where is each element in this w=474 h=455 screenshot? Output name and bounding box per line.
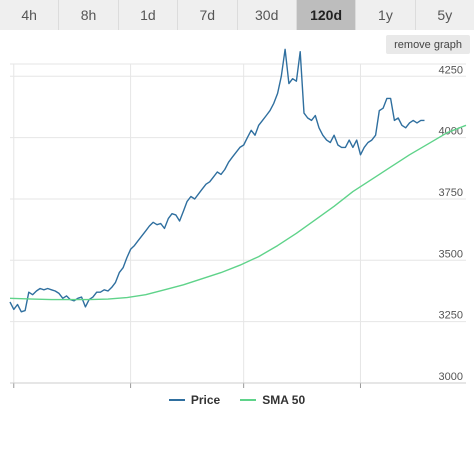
tab-8h[interactable]: 8h (59, 0, 119, 30)
price-series-line (9, 48, 425, 313)
timeframe-tabs: 4h 8h 1d 7d 30d 120d 1y 5y (0, 0, 474, 30)
price-chart: 300032503500375040004250Aug '25Sep '25Oc… (9, 48, 467, 388)
sma-swatch (240, 399, 257, 401)
y-tick-label: 3500 (439, 248, 463, 260)
tab-5y[interactable]: 5y (415, 0, 474, 30)
legend-label-sma: SMA 50 (262, 393, 306, 407)
price-swatch (168, 399, 185, 401)
y-tick-label: 3250 (439, 310, 463, 322)
tab-1y[interactable]: 1y (356, 0, 416, 30)
legend-item-price[interactable]: Price (168, 393, 221, 407)
tab-120d[interactable]: 120d (296, 0, 357, 30)
sma-series-line (9, 124, 467, 301)
tab-1d[interactable]: 1d (118, 0, 179, 30)
chart-legend: Price SMA 50 (0, 393, 474, 407)
tab-30d[interactable]: 30d (237, 0, 297, 30)
tab-7d[interactable]: 7d (178, 0, 238, 30)
legend-item-sma[interactable]: SMA 50 (240, 393, 305, 407)
legend-label-price: Price (190, 393, 221, 407)
tab-4h[interactable]: 4h (0, 0, 60, 30)
y-tick-label: 3750 (439, 187, 463, 199)
remove-graph-button[interactable]: remove graph (386, 35, 470, 54)
y-tick-label: 4250 (439, 64, 463, 76)
y-tick-label: 3000 (439, 371, 463, 383)
